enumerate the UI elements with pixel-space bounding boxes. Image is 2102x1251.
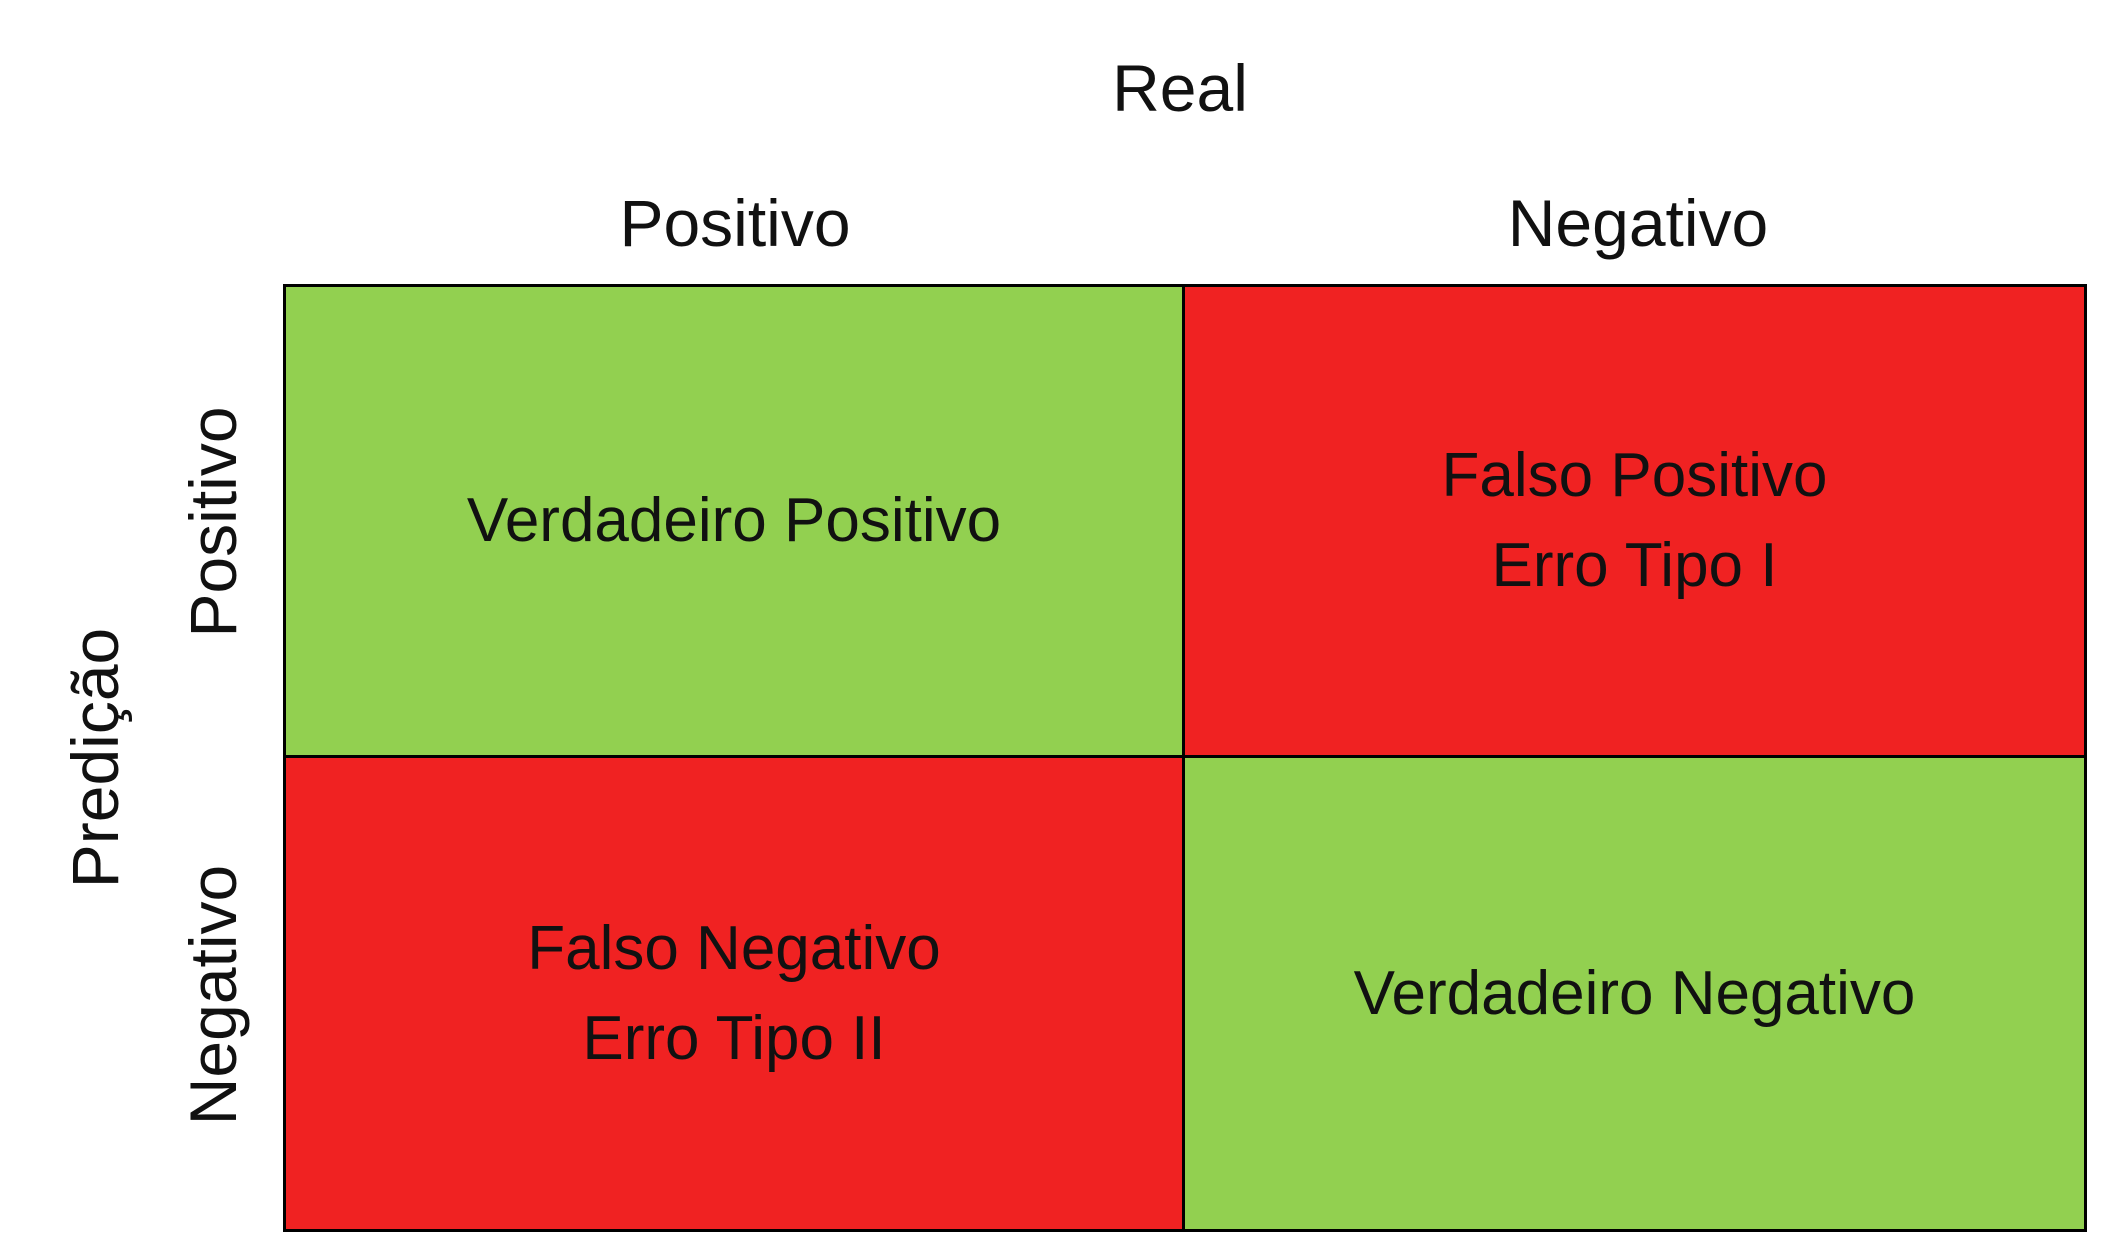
row-header-negative: Negativo [176, 864, 250, 1126]
cell-label: Falso Positivo [1441, 441, 1828, 511]
cell-sublabel: Erro Tipo II [582, 1003, 886, 1073]
cell-label: Verdadeiro Positivo [466, 486, 1002, 556]
cell-false-negative: Falso Negativo Erro Tipo II [286, 758, 1185, 1229]
cell-label: Verdadeiro Negativo [1353, 958, 1916, 1028]
cell-label: Falso Negativo [527, 913, 941, 983]
column-header-positive: Positivo [619, 186, 851, 260]
predicted-axis-title: Predição [58, 627, 132, 889]
cell-true-positive: Verdadeiro Positivo [286, 287, 1185, 758]
actual-axis-title: Real [1112, 51, 1248, 125]
cell-sublabel: Erro Tipo I [1491, 531, 1778, 600]
cell-true-negative: Verdadeiro Negativo [1185, 758, 2084, 1229]
column-header-negative: Negativo [1507, 186, 1769, 260]
cell-false-positive: Falso Positivo Erro Tipo I [1185, 287, 2084, 758]
row-header-positive: Positivo [176, 406, 250, 638]
confusion-matrix: Verdadeiro Positivo Falso Positivo Erro … [283, 284, 2087, 1232]
